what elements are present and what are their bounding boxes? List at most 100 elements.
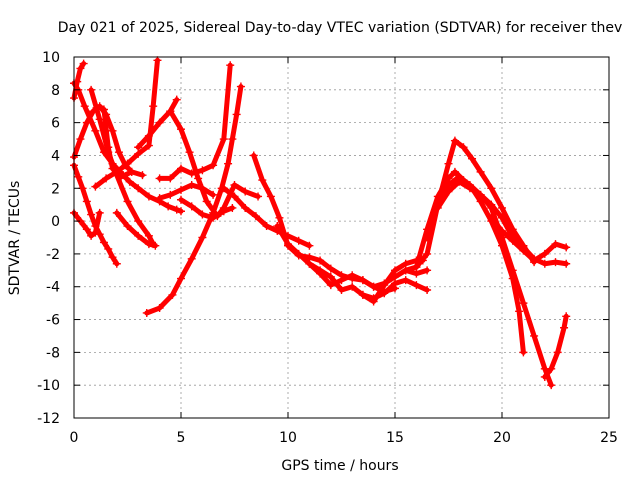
data-point (540, 259, 549, 268)
data-point (112, 259, 121, 268)
y-tick-label: 8 (51, 83, 60, 99)
data-point (87, 85, 96, 94)
data-point (149, 102, 158, 111)
data-point (423, 249, 432, 258)
y-axis-label: SDTVAR / TECUs (7, 181, 23, 296)
data-point (108, 164, 117, 173)
data-point (177, 274, 185, 283)
data-point (249, 151, 258, 160)
data-point (444, 159, 453, 168)
data-point (450, 167, 459, 176)
data-point (412, 263, 421, 272)
data-point (82, 197, 91, 206)
data-point (562, 259, 571, 268)
data-point (228, 135, 237, 144)
data-point (187, 202, 196, 211)
data-point (123, 222, 132, 231)
data-point (305, 259, 314, 268)
data-point (198, 233, 207, 242)
data-point (547, 381, 556, 390)
data-point (241, 203, 250, 212)
data-point (228, 203, 237, 212)
data-point (99, 105, 108, 114)
y-tick-label: 0 (51, 214, 60, 230)
y-tick-label: -12 (37, 411, 60, 427)
data-point (305, 241, 314, 250)
data-point (219, 135, 228, 144)
data-point (134, 217, 143, 226)
data-point (369, 294, 378, 303)
data-point (459, 143, 468, 152)
y-tick-label: 6 (51, 116, 60, 132)
data-point (498, 213, 506, 222)
data-point (450, 136, 459, 145)
data-point (155, 194, 164, 203)
series-band (403, 138, 537, 273)
y-tick-label: -2 (46, 247, 60, 263)
data-point (273, 222, 282, 231)
y-tick-label: 4 (51, 148, 60, 164)
data-point (266, 192, 275, 201)
data-point (294, 249, 303, 258)
data-point (194, 174, 203, 183)
data-point (144, 131, 153, 140)
data-point (125, 177, 134, 186)
data-point (99, 238, 108, 247)
series-band (71, 210, 103, 239)
chart-title: Day 021 of 2025, Sidereal Day-to-day VTE… (58, 20, 622, 36)
y-tick-label: -4 (46, 280, 60, 296)
data-point (108, 253, 117, 262)
data-point (127, 167, 136, 176)
data-point (348, 271, 357, 280)
ticks (73, 56, 610, 419)
data-point (284, 240, 292, 249)
series-track-26 (540, 312, 571, 381)
data-point (104, 143, 113, 152)
data-point (369, 282, 378, 291)
data-point (177, 164, 185, 173)
data-point (134, 143, 143, 152)
data-point (423, 266, 432, 275)
data-point (144, 231, 153, 240)
data-point (562, 312, 571, 321)
data-point (562, 243, 571, 252)
data-point (172, 95, 181, 104)
y-tick-label: -8 (46, 345, 60, 361)
data-point (177, 125, 185, 134)
plot-frame (73, 56, 610, 419)
data-point (74, 172, 83, 181)
data-point (187, 180, 196, 189)
data-point (185, 148, 194, 157)
data-point (82, 118, 91, 127)
data-point (155, 304, 164, 313)
data-point (254, 192, 263, 201)
data-point (498, 226, 506, 235)
data-point (547, 364, 556, 373)
data-point (82, 225, 91, 234)
data-point (316, 256, 325, 265)
data-point (560, 323, 569, 332)
data-point (498, 203, 506, 212)
data-point (316, 266, 325, 275)
data-point (433, 203, 442, 212)
x-tick-label: 25 (600, 430, 618, 446)
data-point (326, 281, 335, 290)
series-band (71, 80, 184, 214)
data-point (476, 167, 485, 176)
data-point (540, 372, 549, 381)
data-point (275, 213, 284, 222)
data-point (76, 64, 85, 73)
data-point (487, 184, 496, 193)
data-point (487, 200, 496, 209)
data-point (102, 174, 111, 183)
data-point (230, 180, 239, 189)
data-point (487, 213, 496, 222)
data-point (91, 228, 100, 237)
data-point (508, 236, 517, 245)
data-point (219, 207, 228, 216)
data-point (144, 192, 153, 201)
data-point (172, 205, 181, 214)
data-point (117, 172, 126, 181)
